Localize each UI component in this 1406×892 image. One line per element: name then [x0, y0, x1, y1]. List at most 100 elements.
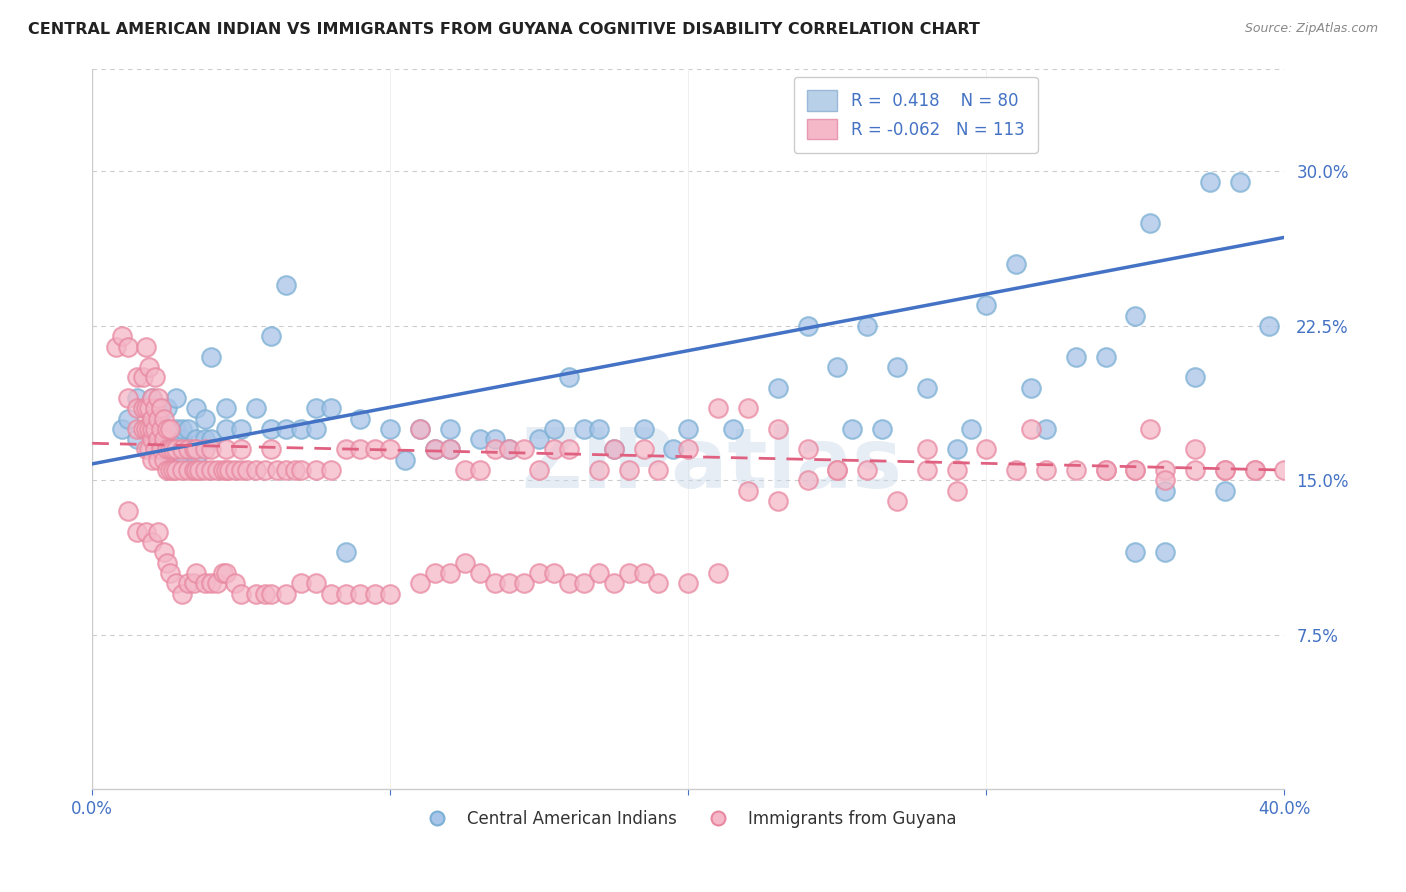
Point [1154, 474, 1177, 488]
Point [125, 401, 148, 416]
Point [915, 442, 938, 457]
Point [125, 391, 148, 405]
Point [1035, 463, 1057, 477]
Point [290, 422, 312, 436]
Point [231, 442, 253, 457]
Point [827, 463, 849, 477]
Legend: Central American Indians, Immigrants from Guyana: Central American Indians, Immigrants fro… [413, 804, 963, 835]
Point [176, 442, 198, 457]
Point [1094, 463, 1116, 477]
Point [945, 463, 967, 477]
Point [1125, 545, 1147, 559]
Point [1213, 463, 1236, 477]
Point [165, 391, 187, 405]
Point [543, 566, 565, 580]
Point [678, 422, 700, 436]
Point [117, 411, 139, 425]
Point [1125, 463, 1147, 477]
Point [886, 494, 908, 508]
Point [236, 463, 259, 477]
Point [194, 463, 217, 477]
Point [176, 463, 198, 477]
Point [588, 463, 610, 477]
Point [207, 576, 229, 591]
Point [409, 422, 432, 436]
Point [125, 370, 148, 384]
Point [364, 586, 387, 600]
Point [146, 422, 169, 436]
Point [132, 401, 155, 416]
Point [1064, 463, 1087, 477]
Point [212, 566, 235, 580]
Point [245, 401, 267, 416]
Point [146, 442, 169, 457]
Point [827, 360, 849, 375]
Point [915, 381, 938, 395]
Point [349, 586, 371, 600]
Point [1154, 463, 1177, 477]
Point [1184, 370, 1206, 384]
Point [111, 329, 134, 343]
Point [159, 566, 181, 580]
Point [558, 370, 581, 384]
Point [165, 442, 187, 457]
Point [380, 422, 402, 436]
Point [194, 432, 217, 446]
Point [484, 432, 506, 446]
Point [215, 442, 238, 457]
Point [245, 586, 267, 600]
Point [165, 442, 187, 457]
Point [170, 463, 193, 477]
Point [200, 432, 222, 446]
Point [1184, 442, 1206, 457]
Point [394, 452, 416, 467]
Point [188, 463, 211, 477]
Point [143, 442, 166, 457]
Point [439, 422, 461, 436]
Point [468, 463, 491, 477]
Point [125, 432, 148, 446]
Point [1125, 309, 1147, 323]
Point [335, 586, 357, 600]
Point [513, 576, 536, 591]
Point [647, 463, 669, 477]
Point [633, 422, 655, 436]
Point [380, 442, 402, 457]
Point [138, 422, 160, 436]
Point [159, 422, 181, 436]
Point [976, 298, 998, 312]
Text: ZIPatlas: ZIPatlas [522, 425, 903, 506]
Point [194, 411, 217, 425]
Point [484, 576, 506, 591]
Point [186, 401, 208, 416]
Point [274, 586, 297, 600]
Point [186, 566, 208, 580]
Point [254, 586, 277, 600]
Point [647, 576, 669, 591]
Point [186, 452, 208, 467]
Point [156, 422, 179, 436]
Point [156, 432, 179, 446]
Point [117, 339, 139, 353]
Point [796, 442, 818, 457]
Point [335, 545, 357, 559]
Point [156, 422, 179, 436]
Point [156, 452, 179, 467]
Point [870, 422, 893, 436]
Point [1154, 545, 1177, 559]
Point [170, 442, 193, 457]
Point [1005, 463, 1028, 477]
Point [1243, 463, 1265, 477]
Point [231, 422, 253, 436]
Point [194, 442, 217, 457]
Point [254, 463, 277, 477]
Point [186, 432, 208, 446]
Point [135, 422, 157, 436]
Point [165, 422, 187, 436]
Point [572, 576, 595, 591]
Point [274, 422, 297, 436]
Point [231, 586, 253, 600]
Point [176, 422, 198, 436]
Point [135, 401, 157, 416]
Point [183, 576, 205, 591]
